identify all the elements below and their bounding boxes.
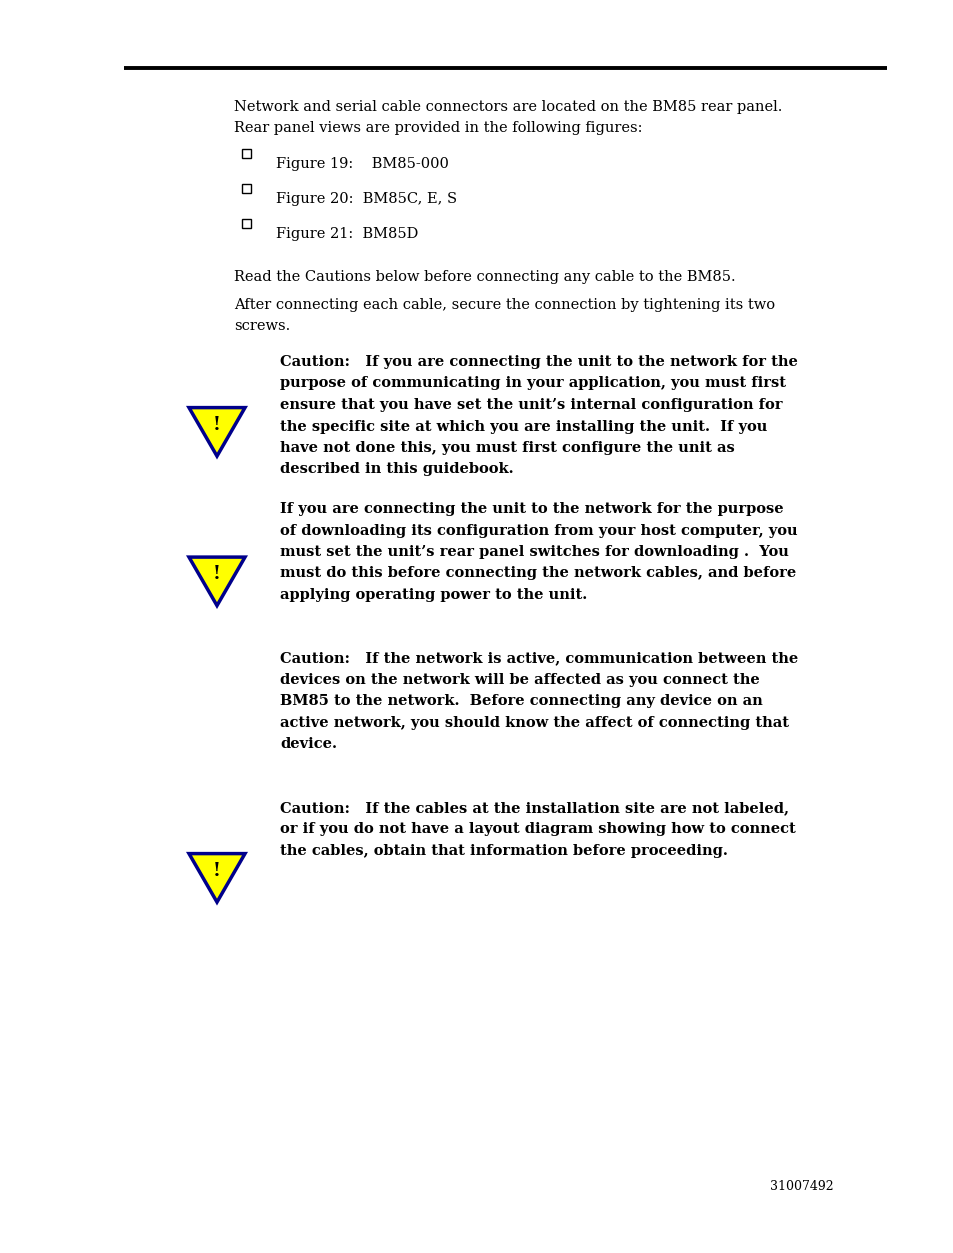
Bar <box>242 184 251 193</box>
Text: have not done this, you must first configure the unit as: have not done this, you must first confi… <box>280 441 734 455</box>
Text: device.: device. <box>280 738 336 752</box>
Text: Caution:   If the network is active, communication between the: Caution: If the network is active, commu… <box>280 652 798 665</box>
Text: must set the unit’s rear panel switches for downloading .  You: must set the unit’s rear panel switches … <box>280 545 788 559</box>
Bar <box>242 219 251 228</box>
Text: !: ! <box>213 565 221 583</box>
Text: Network and serial cable connectors are located on the BM85 rear panel.: Network and serial cable connectors are … <box>233 100 781 114</box>
Text: After connecting each cable, secure the connection by tightening its two: After connecting each cable, secure the … <box>233 298 774 312</box>
Text: described in this guidebook.: described in this guidebook. <box>280 462 513 476</box>
Text: of downloading its configuration from your host computer, you: of downloading its configuration from yo… <box>280 524 797 538</box>
Text: the cables, obtain that information before proceeding.: the cables, obtain that information befo… <box>280 845 727 858</box>
Text: Figure 21:  BM85D: Figure 21: BM85D <box>275 227 418 241</box>
Text: purpose of communicating in your application, you must first: purpose of communicating in your applica… <box>280 376 785 391</box>
Text: !: ! <box>213 416 221 434</box>
Text: 31007492: 31007492 <box>770 1180 833 1193</box>
Text: devices on the network will be affected as you connect the: devices on the network will be affected … <box>280 673 759 687</box>
Text: ensure that you have set the unit’s internal configuration for: ensure that you have set the unit’s inte… <box>280 398 781 412</box>
Text: active network, you should know the affect of connecting that: active network, you should know the affe… <box>280 715 788 730</box>
Text: BM85 to the network.  Before connecting any device on an: BM85 to the network. Before connecting a… <box>280 694 762 708</box>
Text: the specific site at which you are installing the unit.  If you: the specific site at which you are insta… <box>280 420 766 434</box>
Text: !: ! <box>213 862 221 880</box>
Text: Read the Cautions below before connecting any cable to the BM85.: Read the Cautions below before connectin… <box>233 269 735 284</box>
Text: If you are connecting the unit to the network for the purpose: If you are connecting the unit to the ne… <box>280 502 782 516</box>
Bar <box>242 149 251 158</box>
Text: Figure 20:  BM85C, E, S: Figure 20: BM85C, E, S <box>275 192 456 205</box>
Text: must do this before connecting the network cables, and before: must do this before connecting the netwo… <box>280 566 796 580</box>
Text: Rear panel views are provided in the following figures:: Rear panel views are provided in the fol… <box>233 122 641 135</box>
Polygon shape <box>189 853 245 902</box>
Text: or if you do not have a layout diagram showing how to connect: or if you do not have a layout diagram s… <box>280 822 795 837</box>
Text: Figure 19:    BM85-000: Figure 19: BM85-000 <box>275 157 449 170</box>
Polygon shape <box>189 558 245 605</box>
Text: applying operating power to the unit.: applying operating power to the unit. <box>280 588 587 601</box>
Text: Caution:   If you are connecting the unit to the network for the: Caution: If you are connecting the unit … <box>280 355 797 368</box>
Text: Caution:   If the cables at the installation site are not labeled,: Caution: If the cables at the installati… <box>280 801 788 814</box>
Polygon shape <box>189 407 245 456</box>
Text: screws.: screws. <box>233 320 290 333</box>
